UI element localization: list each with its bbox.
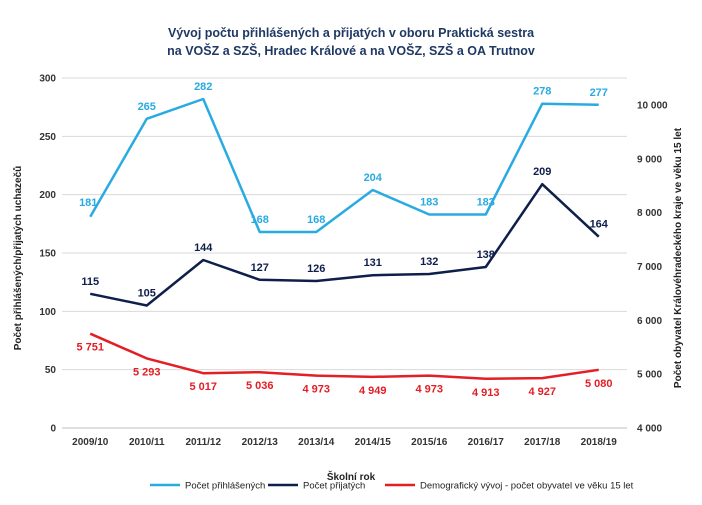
series-lines xyxy=(89,97,600,381)
legend-label-3: Demografický vývoj - počet obyvatel ve v… xyxy=(420,481,634,492)
x-tick-label: 2016/17 xyxy=(468,437,505,448)
data-label-series-2: 127 xyxy=(251,262,269,274)
y-right-tick-label: 7 000 xyxy=(637,262,662,273)
data-label-series-3: 5 017 xyxy=(189,381,217,393)
data-labels: 181 265 282 168 168 204 183 183 278 277 115 105 144 1… xyxy=(76,81,612,399)
data-label-series-3: 4 913 xyxy=(472,387,500,399)
data-label-series-2: 115 xyxy=(81,276,99,288)
data-label-series-1: 282 xyxy=(194,81,212,93)
x-tick-label: 2009/10 xyxy=(72,437,109,448)
data-label-series-2: 209 xyxy=(533,166,551,178)
data-label-series-3: 4 927 xyxy=(528,386,556,398)
data-label-series-1: 183 xyxy=(420,197,438,209)
y-axis-left-ticks: 0 50 100 150 200 250 300 xyxy=(39,74,56,435)
y-left-tick-label: 200 xyxy=(39,190,56,201)
x-tick-label: 2011/12 xyxy=(185,437,221,448)
data-label-series-2: 138 xyxy=(477,249,495,261)
y-right-tick-label: 5 000 xyxy=(637,370,662,381)
x-tick-label: 2018/19 xyxy=(581,437,618,448)
x-tick-label: 2017/18 xyxy=(524,437,561,448)
series-line-3 xyxy=(89,332,599,381)
data-label-series-3: 4 973 xyxy=(302,384,330,396)
series-line-2 xyxy=(89,182,600,307)
data-label-series-1: 168 xyxy=(307,214,325,226)
y-axis-right-title: Počet obyvatel Královéhradeckého kraje v… xyxy=(673,127,684,388)
y-left-tick-label: 0 xyxy=(50,424,56,435)
y-left-tick-label: 250 xyxy=(39,132,56,143)
data-label-series-3: 5 080 xyxy=(585,378,613,390)
data-label-series-3: 5 751 xyxy=(76,342,104,354)
y-right-tick-label: 4 000 xyxy=(637,424,662,435)
chart-title-line-2: na VOŠZ a SZŠ, Hradec Králové a na VOŠZ,… xyxy=(167,43,535,58)
x-axis-title: Školní rok xyxy=(327,470,376,483)
y-left-tick-label: 300 xyxy=(39,74,56,85)
data-label-series-2: 131 xyxy=(364,257,382,269)
y-left-tick-label: 150 xyxy=(39,249,56,260)
data-label-series-2: 126 xyxy=(307,263,325,275)
data-label-series-1: 204 xyxy=(364,172,383,184)
data-label-series-3: 5 293 xyxy=(133,366,161,378)
y-right-tick-label: 9 000 xyxy=(637,154,662,165)
x-tick-label: 2012/13 xyxy=(242,437,279,448)
y-right-tick-label: 10 000 xyxy=(637,100,668,111)
data-label-series-1: 183 xyxy=(477,197,495,209)
data-label-series-2: 164 xyxy=(590,219,609,231)
series-line-1 xyxy=(89,97,599,234)
y-axis-right-ticks: 4 000 5 000 6 000 7 000 8 000 9 000 10 000 xyxy=(637,100,668,434)
data-label-series-3: 4 973 xyxy=(415,384,443,396)
x-axis-ticks: 2009/10 2010/11 2011/12 2012/13 2013/14 2014/… xyxy=(72,437,617,448)
gridlines xyxy=(62,77,627,429)
data-label-series-1: 168 xyxy=(251,214,269,226)
data-label-series-1: 181 xyxy=(79,197,97,209)
data-label-series-1: 265 xyxy=(138,101,156,113)
x-tick-label: 2014/15 xyxy=(355,437,392,448)
data-label-series-2: 144 xyxy=(194,242,213,254)
y-left-tick-label: 100 xyxy=(39,307,56,318)
x-tick-label: 2015/16 xyxy=(411,437,448,448)
legend-label-2: Počet přijatých xyxy=(303,481,365,492)
x-tick-label: 2013/14 xyxy=(298,437,335,448)
legend-label-1: Počet přihlášených xyxy=(185,481,265,492)
data-label-series-2: 105 xyxy=(138,288,156,300)
data-label-series-1: 278 xyxy=(533,86,551,98)
data-label-series-3: 5 036 xyxy=(246,380,274,392)
legend: Počet přihlášených Počet přijatých Demogra… xyxy=(150,481,634,492)
y-axis-left-title: Počet přihlášených/přijatých uchazečů xyxy=(12,166,24,351)
x-tick-label: 2010/11 xyxy=(129,437,165,448)
data-label-series-2: 132 xyxy=(420,256,438,268)
data-label-series-3: 4 949 xyxy=(359,385,387,397)
y-right-tick-label: 6 000 xyxy=(637,316,662,327)
chart-title-line-1: Vývoj počtu přihlášených a přijatých v o… xyxy=(168,26,535,40)
y-left-tick-label: 50 xyxy=(45,365,57,376)
data-label-series-1: 277 xyxy=(590,87,608,99)
y-right-tick-label: 8 000 xyxy=(637,208,662,219)
